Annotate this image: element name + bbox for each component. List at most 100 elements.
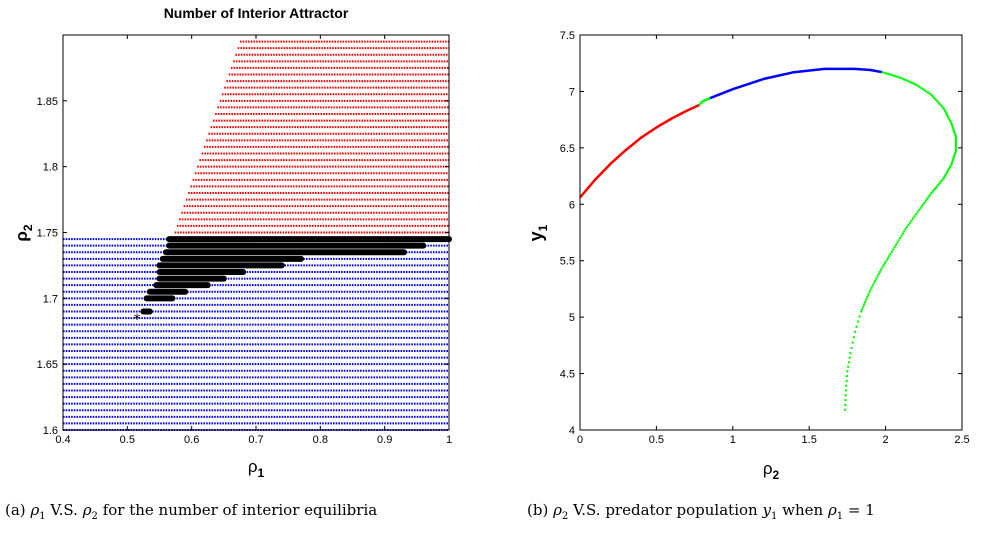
series-green-point	[873, 279, 877, 283]
y-tick-label: 1.65	[37, 359, 58, 371]
series-green-point	[889, 252, 892, 256]
series-green-point	[930, 191, 933, 195]
y-tick-label: 6.5	[560, 143, 575, 155]
caption-b-label: (b)	[527, 501, 549, 519]
chart-a-x-ticks: 0.4 0.5 0.6 0.7 0.8 0.9 1	[55, 35, 452, 446]
series-green-point	[927, 195, 930, 198]
series-green-point	[926, 197, 929, 200]
caption-b-sub1: 2	[561, 511, 569, 522]
series-green-point	[883, 71, 886, 75]
series-green-point	[872, 282, 876, 285]
series-green-point	[931, 190, 934, 193]
series-green-point	[878, 270, 882, 274]
series-green-point	[942, 177, 945, 180]
caption-b-sym1: ρ	[553, 501, 562, 519]
series-green-point	[882, 264, 885, 267]
series-green-point	[897, 239, 900, 242]
caption-b-when: when	[782, 501, 824, 519]
svg-text:ρ2: ρ2	[12, 224, 35, 242]
series-green-point	[861, 305, 865, 308]
y-tick-label: 4	[569, 425, 575, 437]
chart-a-marks: *	[63, 40, 452, 431]
series-green-point	[920, 204, 924, 208]
series-green-point	[849, 352, 852, 355]
series-green-point	[935, 185, 939, 188]
series-green-point	[864, 300, 867, 304]
series-green-point	[924, 199, 928, 202]
chart-a-y-axis-label: ρ2	[12, 224, 35, 242]
series-green-point	[910, 219, 913, 222]
series-green-point	[920, 86, 923, 90]
series-green-point	[934, 186, 937, 190]
series-green-point	[932, 188, 936, 191]
series-green-point	[904, 227, 907, 231]
chart-b-y-axis-label: y1	[526, 224, 550, 241]
series-green-point	[858, 315, 861, 318]
series-green-point	[918, 85, 921, 89]
y-tick-label: 7.5	[560, 30, 575, 42]
series-green-point	[885, 259, 888, 262]
x-tick-label: 0	[577, 434, 583, 446]
x-tick-label: 0.7	[248, 434, 263, 446]
chart-a-y-ticks: 1.6 1.65 1.7 1.75 1.8 1.85	[37, 96, 449, 437]
series-green-point	[916, 84, 920, 87]
series-green-point	[937, 183, 940, 187]
chart-a-title: Number of Interior Attractor	[164, 5, 349, 21]
series-green-point	[843, 408, 847, 411]
series-green-point	[871, 284, 874, 287]
caption-b: (b) ρ2 V.S. predator population y1 when …	[527, 501, 875, 522]
caption-b-sub3: 1	[836, 511, 844, 522]
series-green-point	[876, 275, 879, 278]
caption-b-sym2: y	[762, 501, 771, 519]
series-green-point	[866, 296, 869, 299]
series-green-point	[875, 277, 878, 280]
series-green-point	[860, 307, 864, 311]
series-green-point	[887, 72, 890, 76]
series-green-point	[863, 303, 866, 306]
series-green-point	[893, 245, 896, 249]
y-tick-label: 1.85	[37, 96, 58, 108]
series-green-point	[855, 325, 858, 328]
series-green-point	[865, 298, 868, 301]
series-green-point	[877, 273, 880, 276]
series-green-point	[853, 330, 857, 334]
caption-b-eq: = 1	[847, 501, 875, 519]
chart-b-y-ticks: 4 4.5 5 5.5 6 6.5 7 7.5	[560, 30, 962, 437]
series-green-point	[897, 76, 901, 79]
caption-b-vs: V.S. predator population	[573, 501, 758, 519]
series-green-point	[908, 221, 912, 224]
x-tick-label: 2	[883, 434, 889, 446]
series-green-point	[916, 210, 919, 214]
series-green-point	[867, 293, 870, 297]
series-green-point	[893, 74, 896, 78]
chart-b-plot-frame	[579, 34, 963, 431]
chart-interior-attractor: Number of Interior Attractor * 0.4 0.5 0.6…	[12, 5, 452, 480]
series-green-point	[851, 341, 854, 344]
x-tick-label: 1.5	[802, 434, 817, 446]
series-green-point	[941, 178, 944, 182]
svg-text:y1: y1	[526, 224, 550, 241]
series-green-point	[911, 217, 915, 220]
y-tick-label: 7	[569, 86, 575, 98]
series-green-point	[844, 394, 847, 397]
series-green-point	[887, 255, 891, 258]
caption-a: (a) ρ1 V.S. ρ2 for the number of interio…	[5, 501, 377, 522]
series-green-point	[879, 268, 883, 271]
series-green-point	[918, 208, 921, 212]
series-green-point	[845, 384, 848, 387]
series-green-point	[896, 241, 899, 244]
series-green-point	[844, 403, 847, 407]
y-tick-label: 1.7	[43, 293, 58, 305]
series-green-point	[891, 74, 894, 77]
caption-a-vs: V.S.	[50, 501, 78, 519]
series-green-point	[902, 230, 906, 233]
series-green-point	[870, 286, 873, 289]
series-green-point	[847, 361, 851, 364]
x-tick-label: 2.5	[954, 434, 969, 446]
y-tick-label: 4.5	[560, 369, 575, 381]
series-green-point	[925, 90, 928, 93]
series-green-point	[856, 320, 860, 323]
chart-b-marks	[579, 67, 958, 411]
black-star-point: *	[133, 312, 140, 328]
series-green-line	[698, 97, 711, 106]
